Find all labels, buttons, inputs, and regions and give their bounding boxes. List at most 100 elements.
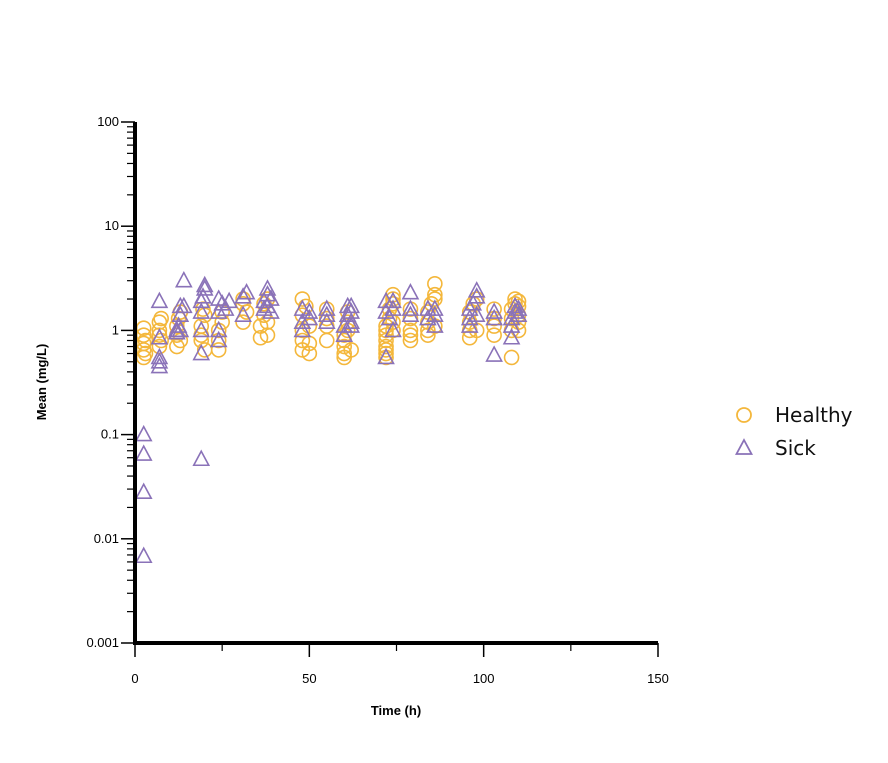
sick-point (342, 316, 361, 333)
sick-point (509, 305, 528, 322)
sick-point (150, 328, 169, 345)
healthy-point (196, 307, 213, 323)
sick-point (134, 444, 153, 461)
healthy-point (402, 322, 419, 339)
healthy-point (210, 342, 227, 358)
sick-point (192, 449, 211, 467)
legend-sick-marker-icon (734, 438, 754, 455)
healthy-point (301, 345, 318, 362)
healthy-point (318, 310, 335, 327)
healthy-point (294, 332, 311, 349)
healthy-point (486, 301, 502, 317)
data-points (134, 270, 528, 564)
y-tick-label: 100 (97, 114, 119, 129)
healthy-point (252, 329, 269, 346)
sick-point (509, 299, 528, 316)
legend-item-sick: Sick (734, 436, 816, 460)
sick-point (485, 345, 503, 362)
healthy-point (169, 318, 185, 334)
sick-point (209, 289, 228, 306)
sick-point (485, 302, 503, 319)
sick-point (209, 302, 228, 319)
sick-point (194, 287, 212, 304)
sick-point (467, 281, 486, 298)
x-tick-label: 100 (473, 671, 495, 686)
sick-point (220, 291, 238, 309)
sick-point (234, 287, 252, 304)
sick-point (401, 299, 420, 316)
healthy-point (137, 345, 154, 362)
healthy-point (235, 296, 251, 312)
healthy-point (486, 327, 502, 343)
sick-point (377, 347, 395, 365)
healthy-point (402, 332, 419, 349)
healthy-point (402, 327, 419, 343)
healthy-point (294, 291, 311, 307)
sick-point (150, 356, 169, 374)
healthy-point (402, 310, 419, 327)
sick-point (502, 328, 521, 345)
healthy-point (193, 318, 210, 334)
sick-point (317, 305, 336, 322)
sick-point (262, 302, 280, 319)
healthy-point (378, 345, 394, 362)
sick-point (342, 312, 361, 329)
legend-healthy-marker-icon (736, 407, 752, 423)
sick-point (335, 325, 354, 342)
sick-point (262, 289, 280, 306)
y-tick-label: 0.01 (94, 531, 119, 546)
sick-point (467, 305, 486, 322)
healthy-point (235, 314, 251, 330)
sick-point (192, 302, 211, 319)
sick-point (426, 305, 444, 322)
sick-point (506, 302, 524, 319)
legend-item-healthy: Healthy (736, 403, 853, 427)
sick-point (293, 312, 312, 329)
sick-point (171, 320, 190, 338)
sick-point (237, 283, 256, 300)
sick-point (150, 347, 169, 365)
sick-point (426, 299, 444, 316)
sick-point (384, 320, 402, 338)
legend-sick-label: Sick (775, 436, 816, 460)
axes (121, 121, 659, 657)
sick-point (209, 320, 228, 338)
healthy-point (172, 332, 189, 349)
sick-point (234, 305, 252, 322)
y-tick-label: 0.001 (86, 635, 119, 650)
healthy-point (153, 310, 169, 327)
sick-point (150, 291, 169, 309)
sick-point (258, 285, 277, 302)
healthy-point (427, 276, 443, 292)
sick-point (174, 270, 193, 288)
y-tick-label: 0.1 (101, 427, 119, 442)
x-axis-title: Time (h) (371, 703, 421, 718)
healthy-point (318, 332, 335, 349)
sick-point (401, 283, 420, 300)
legend-healthy-label: Healthy (775, 403, 853, 427)
sick-point (384, 291, 402, 309)
sick-point (401, 305, 420, 322)
healthy-point (343, 342, 359, 358)
sick-point (467, 287, 486, 304)
y-tick-label: 1 (112, 322, 119, 337)
sick-point (134, 424, 153, 442)
healthy-point (336, 338, 353, 355)
healthy-point (503, 349, 520, 366)
healthy-point (423, 296, 440, 312)
sick-point (195, 275, 214, 293)
sick-point (134, 482, 153, 500)
healthy-point (301, 318, 318, 334)
y-tick-label: 10 (105, 218, 119, 233)
healthy-point (259, 327, 276, 343)
sick-point (293, 299, 312, 316)
sick-point (150, 352, 169, 369)
x-tick-label: 50 (302, 671, 316, 686)
sick-point (134, 546, 153, 564)
x-tick-label: 150 (647, 671, 669, 686)
sick-point (192, 343, 211, 361)
sick-point (317, 299, 336, 316)
sick-point (195, 279, 214, 296)
x-tick-label: 0 (131, 671, 138, 686)
